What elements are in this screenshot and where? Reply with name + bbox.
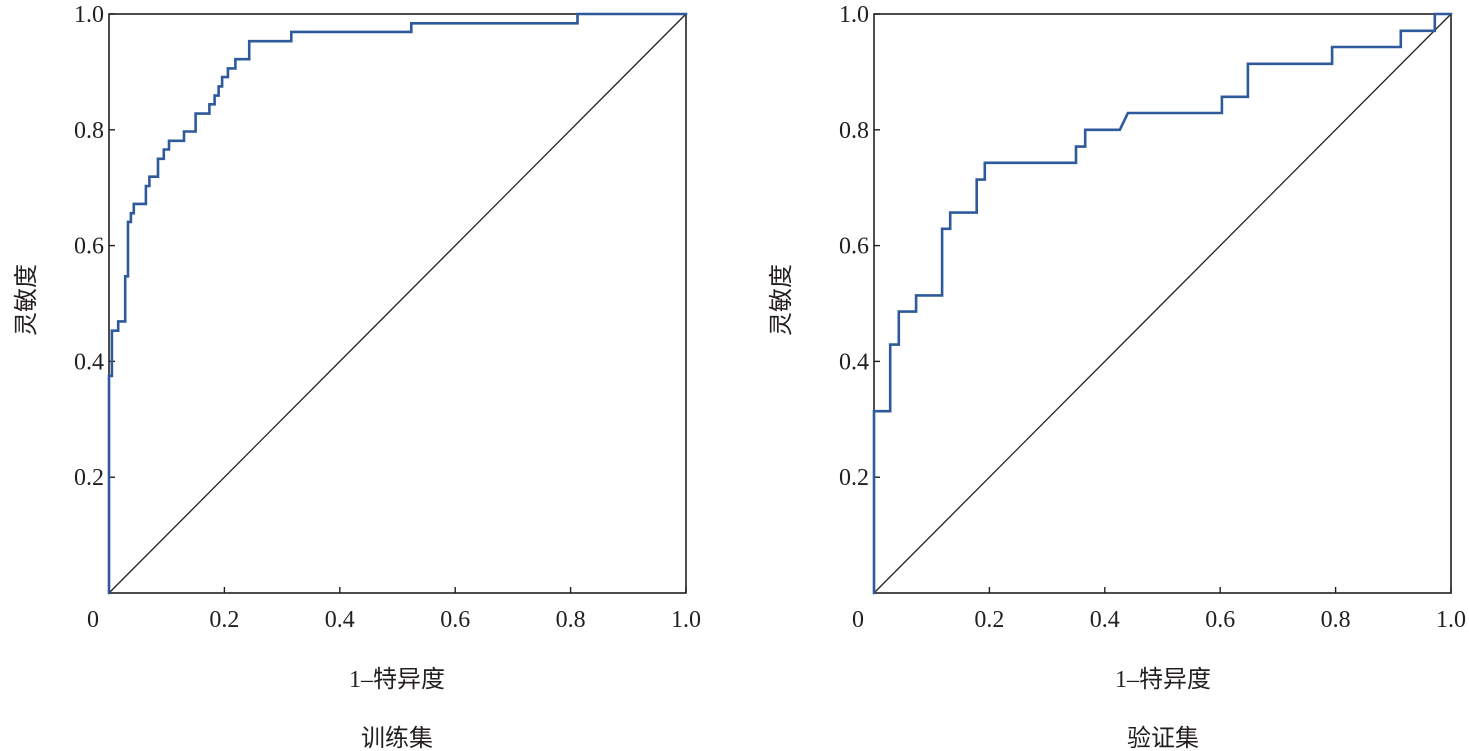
y-tick-label: 0.8 [74, 118, 104, 144]
x-tick-label: 0.4 [325, 607, 355, 633]
x-axis-label: 1–特异度 [1115, 666, 1211, 693]
x-tick-label: 0.2 [974, 607, 1004, 633]
validation-plot-area: 0 0.2 0.4 0.6 0.8 1.0 0.2 0.4 0.6 0.8 1.0 [839, 2, 1466, 633]
x-tick-label: 0 [852, 607, 864, 633]
x-tick-label: 0.8 [556, 607, 586, 633]
x-tick-label: 0.6 [440, 607, 470, 633]
plot-frame [873, 13, 1452, 594]
x-tick-label: 0 [87, 607, 99, 633]
plot-frame [108, 13, 687, 594]
chart-caption: 验证集 [1127, 725, 1199, 751]
y-tick-label: 0.4 [839, 349, 869, 375]
training-set-chart: 0 0.2 0.4 0.6 0.8 1.0 0.2 0.4 0.6 0.8 1.0 1–特异度 灵敏… [13, 2, 701, 751]
y-tick-label: 0.2 [839, 465, 869, 491]
y-tick-label: 0.6 [839, 234, 869, 260]
y-tick-label: 0.8 [839, 118, 869, 144]
validation-set-chart: 0 0.2 0.4 0.6 0.8 1.0 0.2 0.4 0.6 0.8 1.0 1–特异度 灵敏… [768, 2, 1466, 751]
roc-curve-line [107, 12, 688, 595]
y-tick-label: 0.2 [74, 465, 104, 491]
y-tick-label: 0.6 [74, 234, 104, 260]
y-axis-label: 灵敏度 [768, 264, 795, 336]
y-tick-label: 1.0 [74, 2, 104, 28]
y-tick-label: 0.4 [74, 349, 104, 375]
x-tick-label: 1.0 [1436, 607, 1466, 633]
x-tick-label: 0.4 [1090, 607, 1120, 633]
x-tick-label: 0.2 [209, 607, 239, 633]
x-tick-label: 0.8 [1321, 607, 1351, 633]
roc-curve-line [872, 12, 1453, 595]
reference-diagonal-line [873, 13, 1452, 594]
training-plot-area: 0 0.2 0.4 0.6 0.8 1.0 0.2 0.4 0.6 0.8 1.0 [74, 2, 701, 633]
x-tick-label: 0.6 [1205, 607, 1235, 633]
reference-diagonal-line [108, 13, 687, 594]
x-tick-label: 1.0 [671, 607, 701, 633]
chart-caption: 训练集 [361, 725, 433, 751]
x-axis-label: 1–特异度 [349, 666, 445, 693]
y-tick-label: 1.0 [839, 2, 869, 28]
y-axis-label: 灵敏度 [13, 264, 40, 336]
